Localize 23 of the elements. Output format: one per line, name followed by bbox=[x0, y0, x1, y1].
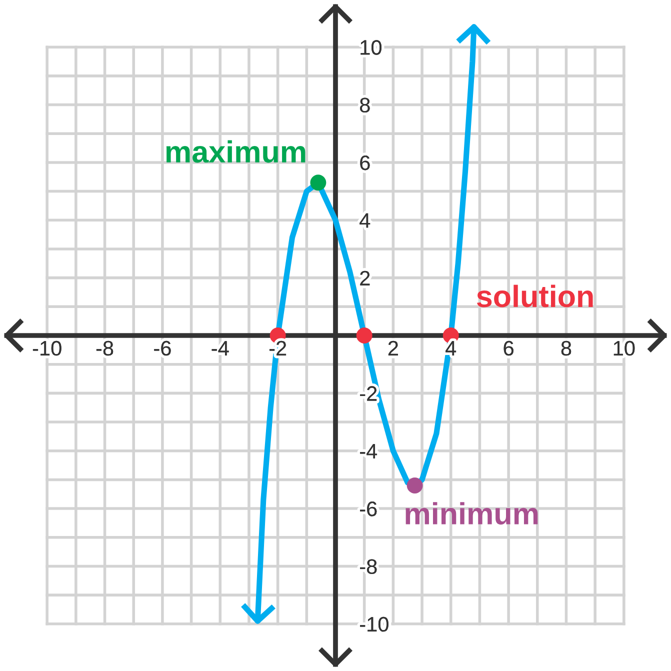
x-tick-label: -4 bbox=[212, 341, 229, 356]
y-tick-label: -4 bbox=[360, 444, 378, 458]
x-tick-label: 2 bbox=[388, 340, 398, 356]
y-tick-label: 8 bbox=[360, 98, 370, 113]
annotation: maximum bbox=[166, 140, 306, 163]
y-tick-label: -8 bbox=[360, 559, 377, 574]
x-tick-label: 10 bbox=[614, 340, 635, 356]
point bbox=[310, 174, 326, 191]
x-tick-label: -6 bbox=[154, 340, 171, 356]
y-tick-label: 10 bbox=[360, 40, 382, 55]
x-tick-label: 8 bbox=[561, 340, 572, 356]
annotation: minimum bbox=[406, 502, 538, 525]
y-tick-label: -6 bbox=[360, 502, 377, 516]
y-tick-label: 6 bbox=[360, 155, 370, 170]
x-tick-label: -10 bbox=[32, 340, 62, 356]
annotation: solution bbox=[476, 284, 593, 308]
point bbox=[406, 477, 423, 494]
x-tick-label: -8 bbox=[96, 340, 114, 356]
point bbox=[356, 328, 372, 344]
x-tick-label: 6 bbox=[504, 340, 514, 356]
y-tick-label: -10 bbox=[360, 616, 388, 632]
y-tick-label: 2 bbox=[360, 270, 370, 286]
y-tick-label: 4 bbox=[360, 213, 370, 228]
